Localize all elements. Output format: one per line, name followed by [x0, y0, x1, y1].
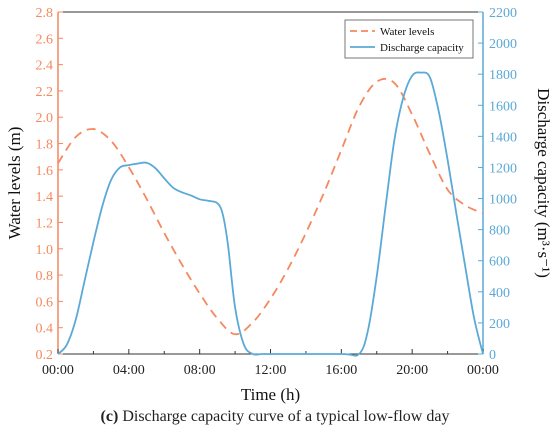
- x-tick-label: 16:00: [325, 363, 357, 378]
- caption-prefix: (c): [100, 408, 119, 425]
- x-axis-title: Time (h): [241, 385, 300, 404]
- left-tick-label: 2.8: [36, 6, 54, 21]
- right-tick-label: 1600: [489, 99, 517, 114]
- right-tick-label: 600: [489, 255, 510, 270]
- left-tick-label: 1.2: [36, 216, 54, 231]
- left-tick-label: 2.6: [36, 32, 54, 47]
- right-tick-label: 1000: [489, 193, 517, 208]
- right-tick-label: 1800: [489, 68, 517, 83]
- x-tick-label: 20:00: [396, 363, 428, 378]
- right-tick-label: 1400: [489, 130, 517, 145]
- legend-label: Discharge capacity: [380, 42, 464, 54]
- right-tick-label: 2200: [489, 6, 517, 21]
- left-tick-label: 1.8: [36, 138, 54, 153]
- x-tick-label: 00:00: [467, 363, 499, 378]
- legend-label: Water levels: [380, 26, 434, 38]
- legend-box: [344, 19, 474, 59]
- left-tick-label: 0.8: [36, 269, 54, 284]
- water-levels-line: [57, 77, 484, 336]
- left-tick-label: 2.4: [36, 59, 54, 74]
- right-tick-label: 0: [489, 348, 496, 363]
- left-axis-title: Water levels (m): [5, 127, 24, 240]
- figure-caption: (c) Discharge capacity curve of a typica…: [0, 408, 550, 426]
- right-tick-label: 1200: [489, 161, 517, 176]
- right-tick-label: 800: [489, 224, 510, 239]
- left-tick-label: 2.2: [36, 85, 54, 100]
- left-tick-label: 0.4: [36, 322, 54, 337]
- chart: 00:00 04:00 08:00 12:00 16:00 20:00 00:000.20.…: [5, 6, 550, 404]
- x-tick-label: 04:00: [113, 363, 145, 378]
- x-tick-label: 08:00: [184, 363, 216, 378]
- left-tick-label: 2.0: [36, 111, 54, 126]
- discharge-capacity-line: [57, 71, 484, 357]
- left-tick-label: 1.0: [36, 243, 54, 258]
- x-tick-label: 12:00: [255, 363, 287, 378]
- left-tick-label: 0.2: [36, 348, 54, 363]
- left-tick-label: 1.4: [36, 190, 54, 205]
- right-tick-label: 400: [489, 286, 510, 301]
- right-tick-label: 2000: [489, 37, 517, 52]
- left-tick-label: 1.6: [36, 164, 54, 179]
- left-tick-label: 0.6: [36, 295, 54, 310]
- right-tick-label: 200: [489, 317, 510, 332]
- x-tick-label: 00:00: [42, 363, 74, 378]
- caption-text: Discharge capacity curve of a typical lo…: [122, 408, 450, 425]
- right-axis-title: Discharge capacity (m³·s⁻¹): [534, 88, 550, 278]
